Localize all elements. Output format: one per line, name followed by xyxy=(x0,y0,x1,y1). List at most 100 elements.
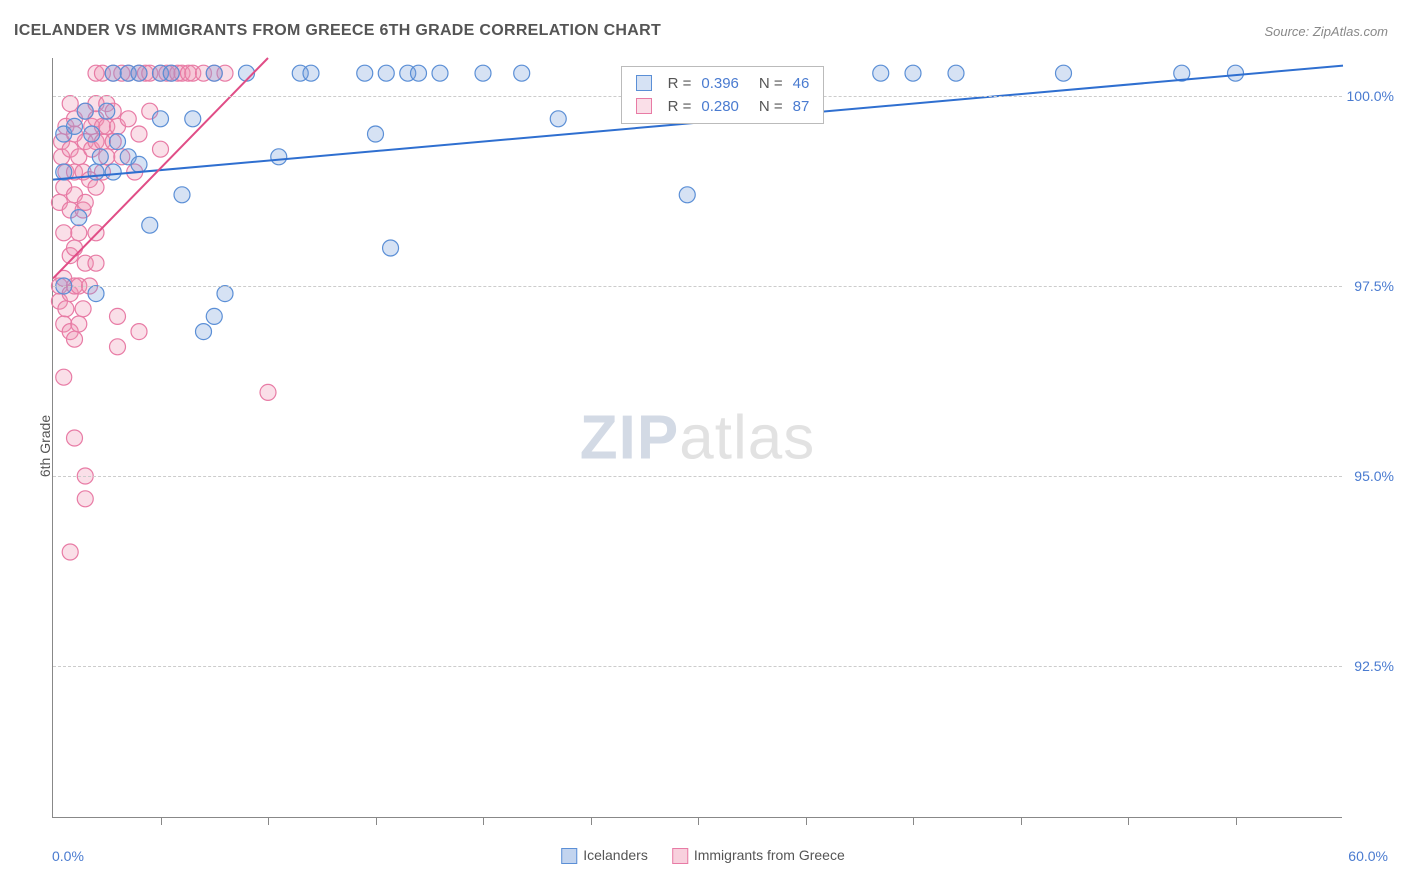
data-point xyxy=(271,149,287,165)
x-tick xyxy=(1128,817,1129,825)
y-tick-label: 95.0% xyxy=(1354,468,1394,484)
stats-r-value: 0.280 xyxy=(701,98,739,115)
series-swatch-icon xyxy=(636,75,652,91)
data-point xyxy=(185,111,201,127)
data-point xyxy=(679,187,695,203)
stats-r-label: R = xyxy=(668,98,692,115)
data-point xyxy=(110,308,126,324)
gridline xyxy=(53,286,1342,287)
chart-title: ICELANDER VS IMMIGRANTS FROM GREECE 6TH … xyxy=(14,22,661,40)
data-point xyxy=(88,286,104,302)
data-point xyxy=(77,103,93,119)
series-swatch-icon xyxy=(636,98,652,114)
data-point xyxy=(62,96,78,112)
data-point xyxy=(260,384,276,400)
legend-item: Icelanders xyxy=(561,847,648,864)
data-point xyxy=(550,111,566,127)
data-point xyxy=(206,308,222,324)
data-point xyxy=(153,111,169,127)
data-point xyxy=(110,339,126,355)
data-point xyxy=(67,331,83,347)
stats-r-label: R = xyxy=(668,75,692,92)
scatter-svg xyxy=(53,58,1342,817)
x-tick xyxy=(913,817,914,825)
x-tick xyxy=(483,817,484,825)
data-point xyxy=(99,103,115,119)
data-point xyxy=(163,65,179,81)
data-point xyxy=(357,65,373,81)
legend-swatch-icon xyxy=(561,848,577,864)
data-point xyxy=(368,126,384,142)
data-point xyxy=(67,430,83,446)
data-point xyxy=(1228,65,1244,81)
gridline xyxy=(53,476,1342,477)
x-tick xyxy=(591,817,592,825)
plot-area: ZIPatlas R = 0.396N = 46R = 0.280N = 87 xyxy=(52,58,1342,818)
data-point xyxy=(174,187,190,203)
data-point xyxy=(432,65,448,81)
x-tick xyxy=(1236,817,1237,825)
data-point xyxy=(378,65,394,81)
data-point xyxy=(131,65,147,81)
y-tick-label: 92.5% xyxy=(1354,658,1394,674)
data-point xyxy=(131,324,147,340)
x-tick xyxy=(376,817,377,825)
data-point xyxy=(62,544,78,560)
stats-n-label: N = xyxy=(759,98,783,115)
data-point xyxy=(88,179,104,195)
data-point xyxy=(71,316,87,332)
legend-swatch-icon xyxy=(672,848,688,864)
stats-r-value: 0.396 xyxy=(701,75,739,92)
data-point xyxy=(206,65,222,81)
data-point xyxy=(1056,65,1072,81)
x-tick xyxy=(698,817,699,825)
x-axis-min-label: 0.0% xyxy=(52,848,84,864)
data-point xyxy=(514,65,530,81)
stats-row: R = 0.280 N = 87 xyxy=(636,95,810,118)
data-point xyxy=(71,210,87,226)
legend-label: Immigrants from Greece xyxy=(694,847,845,863)
data-point xyxy=(84,126,100,142)
data-point xyxy=(75,301,91,317)
stats-row: R = 0.396 N = 46 xyxy=(636,72,810,95)
data-point xyxy=(110,134,126,150)
stats-n-label: N = xyxy=(759,75,783,92)
y-tick-label: 100.0% xyxy=(1347,88,1394,104)
data-point xyxy=(873,65,889,81)
y-axis-label: 6th Grade xyxy=(37,415,53,477)
x-tick xyxy=(1021,817,1022,825)
source-label: Source: ZipAtlas.com xyxy=(1264,24,1388,39)
data-point xyxy=(67,118,83,134)
gridline xyxy=(53,666,1342,667)
stats-legend-box: R = 0.396 N = 46 R = 0.280 N = 87 xyxy=(621,66,825,124)
x-axis-max-label: 60.0% xyxy=(1348,848,1388,864)
x-tick xyxy=(268,817,269,825)
data-point xyxy=(948,65,964,81)
data-point xyxy=(303,65,319,81)
data-point xyxy=(105,65,121,81)
data-point xyxy=(56,369,72,385)
data-point xyxy=(131,156,147,172)
legend-item: Immigrants from Greece xyxy=(672,847,845,864)
data-point xyxy=(56,225,72,241)
data-point xyxy=(411,65,427,81)
x-tick xyxy=(161,817,162,825)
data-point xyxy=(131,126,147,142)
data-point xyxy=(88,164,104,180)
data-point xyxy=(153,141,169,157)
data-point xyxy=(58,301,74,317)
data-point xyxy=(67,240,83,256)
data-point xyxy=(71,225,87,241)
legend: Icelanders Immigrants from Greece xyxy=(561,847,845,864)
stats-n-value: 46 xyxy=(793,75,810,92)
data-point xyxy=(88,255,104,271)
data-point xyxy=(217,286,233,302)
stats-n-value: 87 xyxy=(793,98,810,115)
data-point xyxy=(105,164,121,180)
data-point xyxy=(120,111,136,127)
data-point xyxy=(475,65,491,81)
data-point xyxy=(905,65,921,81)
y-tick-label: 97.5% xyxy=(1354,278,1394,294)
data-point xyxy=(77,194,93,210)
legend-label: Icelanders xyxy=(583,847,648,863)
